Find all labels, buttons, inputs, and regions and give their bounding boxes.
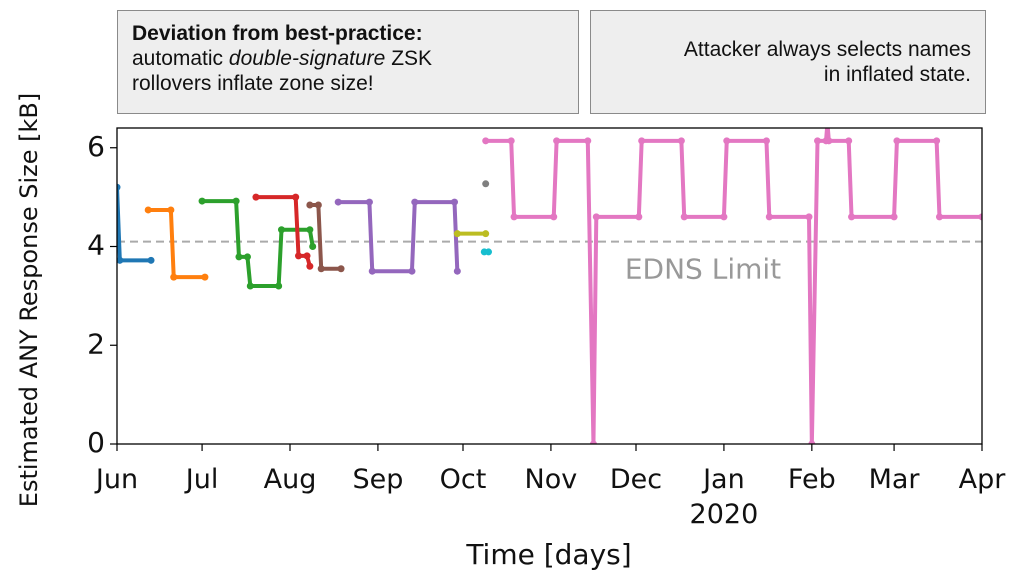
data-point: [408, 267, 416, 275]
data-point: [147, 256, 155, 264]
data-point: [365, 198, 373, 206]
annotation-text: ZSK: [391, 47, 433, 70]
data-point: [453, 267, 461, 275]
data-point: [167, 206, 175, 214]
data-point: [824, 120, 831, 127]
data-point: [482, 137, 490, 145]
data-point: [450, 198, 458, 206]
series-line: [309, 203, 342, 271]
x-tick-label: Apr: [958, 464, 1006, 495]
data-point: [482, 180, 490, 188]
data-point: [893, 137, 901, 145]
data-point: [411, 198, 419, 206]
data-point: [292, 193, 300, 201]
data-point: [723, 137, 731, 145]
data-point: [246, 282, 254, 290]
x-tick-label: Jun: [95, 464, 139, 495]
x-tick-label: Oct: [439, 464, 487, 495]
data-point: [317, 265, 325, 273]
data-point: [584, 137, 592, 145]
data-point: [309, 243, 317, 250]
data-point: [589, 440, 597, 444]
y-axis-label: Estimated ANY Response Size [kB]: [15, 93, 43, 507]
data-point: [592, 213, 600, 221]
data-point: [845, 137, 853, 145]
plot-frame: [116, 127, 983, 445]
x-tick-label: Feb: [787, 464, 836, 495]
data-point: [680, 213, 688, 221]
series-line: [338, 200, 460, 274]
annotation-text: Attacker always selects names: [683, 38, 971, 61]
plot-data: [117, 120, 982, 444]
annotation-text: rollovers inflate zone size!: [132, 72, 374, 95]
y-tick-label: 4: [87, 229, 105, 262]
data-point: [368, 267, 376, 275]
data-point: [275, 282, 283, 290]
x-tick-label: Jul: [185, 464, 219, 495]
annotation-box: Deviation from best-practice: automatic …: [117, 10, 579, 114]
data-point: [277, 226, 285, 234]
data-point: [890, 213, 898, 221]
x-tick-label: Aug: [263, 464, 317, 495]
data-point: [720, 213, 728, 221]
data-point: [334, 198, 342, 206]
data-point: [825, 137, 833, 145]
data-point: [252, 193, 260, 201]
annotation-box: Attacker always selects names in inflate…: [590, 10, 986, 114]
data-point: [303, 252, 311, 260]
data-point: [510, 213, 518, 221]
data-point: [170, 273, 178, 281]
annotation-heading: Deviation from best-practice:: [132, 22, 423, 45]
data-point: [243, 253, 251, 261]
data-point: [553, 137, 561, 145]
data-point: [337, 265, 345, 273]
x-tick-label: Jan 2020: [689, 464, 759, 530]
data-point: [482, 230, 490, 238]
data-point: [117, 256, 124, 264]
data-point: [314, 201, 322, 209]
data-point: [638, 137, 646, 145]
y-tick-label: 6: [87, 130, 105, 163]
data-point: [306, 201, 314, 209]
data-point: [485, 248, 493, 256]
series-line: [148, 207, 205, 280]
data-point: [765, 213, 773, 221]
x-axis-label: Time [days]: [465, 538, 631, 571]
data-point: [635, 213, 643, 221]
data-point: [306, 226, 314, 234]
data-point: [232, 197, 240, 205]
data-point: [198, 197, 206, 205]
x-tick-label: Mar: [868, 464, 920, 495]
data-point: [848, 213, 856, 221]
series-line: [117, 187, 152, 263]
reference-label: EDNS Limit: [625, 253, 781, 286]
annotation-text: double-signature: [228, 47, 386, 70]
y-tick-label: 0: [87, 426, 105, 459]
data-point: [144, 206, 152, 214]
data-point: [677, 137, 685, 145]
y-tick-label: 2: [87, 327, 105, 360]
data-point: [453, 230, 461, 238]
x-tick-label: Sep: [352, 464, 404, 495]
data-point: [507, 137, 515, 145]
data-point: [235, 253, 243, 261]
annotation-text: automatic: [132, 47, 224, 70]
x-tick-label: Nov: [524, 464, 578, 495]
data-point: [201, 273, 209, 281]
data-point: [814, 137, 822, 145]
data-point: [978, 213, 982, 221]
data-point: [550, 213, 558, 221]
data-point: [935, 213, 943, 221]
data-point: [295, 252, 303, 260]
data-point: [933, 137, 941, 145]
data-point: [117, 183, 121, 191]
annotation-text: in inflated state.: [823, 63, 971, 86]
data-point: [808, 440, 816, 444]
data-point: [805, 213, 813, 221]
data-point: [306, 262, 314, 270]
data-point: [762, 137, 770, 145]
x-tick-label: Dec: [609, 464, 663, 495]
